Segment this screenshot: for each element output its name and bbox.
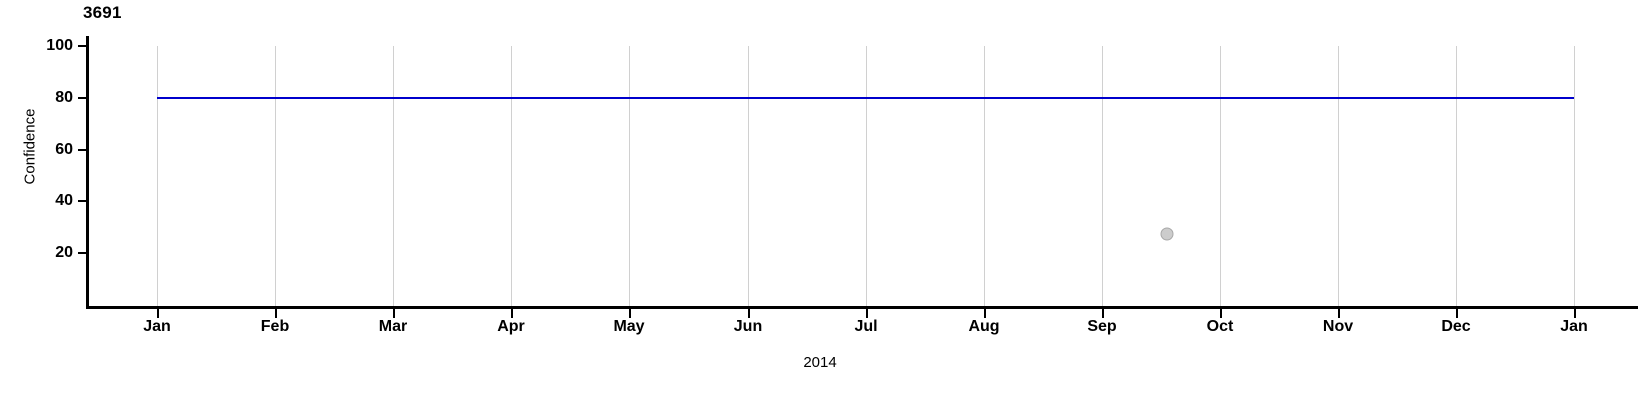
- x-tick-label-8: Sep: [1087, 318, 1117, 335]
- x-tick-label-5: Jun: [733, 318, 763, 335]
- gridline-10: [1338, 46, 1339, 306]
- x-tick-0: [157, 309, 159, 318]
- x-tick-label-4: May: [613, 318, 645, 335]
- y-tick-40: [78, 200, 87, 203]
- y-axis-line: [86, 36, 89, 308]
- gridline-12: [1574, 46, 1575, 306]
- gridline-9: [1220, 46, 1221, 306]
- x-tick-label-11: Dec: [1441, 318, 1471, 335]
- y-tick-80: [78, 96, 87, 99]
- series-line-threshold-line: [157, 96, 1575, 99]
- y-tick-label-20: 20: [55, 244, 73, 261]
- x-tick-label-9: Oct: [1206, 318, 1234, 335]
- y-tick-label-40: 40: [55, 192, 73, 210]
- y-tick-20: [78, 252, 87, 254]
- gridline-1: [275, 46, 276, 306]
- x-tick-10: [1338, 309, 1340, 318]
- x-tick-11: [1456, 309, 1458, 318]
- y-axis-title: Confidence: [21, 108, 39, 185]
- x-tick-6: [866, 309, 868, 318]
- y-tick-label-80: 80: [55, 88, 73, 106]
- x-tick-label-12: Jan: [1560, 318, 1588, 335]
- x-tick-label-6: Jul: [854, 318, 878, 335]
- x-tick-12: [1574, 309, 1576, 318]
- x-axis-title-text: 2014: [803, 354, 837, 371]
- gridline-2: [393, 46, 394, 306]
- y-tick-100: [78, 45, 87, 47]
- x-tick-8: [1102, 309, 1104, 318]
- gridline-8: [1102, 46, 1103, 306]
- x-tick-label-7: Aug: [968, 318, 1000, 335]
- x-tick-7: [984, 309, 986, 318]
- x-tick-2: [393, 309, 395, 318]
- chart-title: 3691: [83, 3, 122, 22]
- gridline-5: [748, 46, 749, 306]
- x-tick-label-3: Apr: [497, 318, 525, 335]
- x-tick-3: [511, 309, 513, 318]
- x-tick-5: [748, 309, 750, 318]
- x-tick-1: [275, 309, 277, 318]
- gridline-3: [511, 46, 512, 306]
- y-tick-label-100: 100: [46, 37, 73, 54]
- x-tick-label-0: Jan: [143, 318, 171, 335]
- x-tick-label-1: Feb: [260, 318, 290, 335]
- x-axis-line: [86, 306, 1638, 309]
- x-tick-label-2: Mar: [378, 318, 408, 335]
- gridline-11: [1456, 46, 1457, 306]
- x-tick-label-10: Nov: [1322, 318, 1354, 335]
- data-point-0[interactable]: [1160, 227, 1174, 241]
- x-axis-title: 2014: [0, 354, 1650, 371]
- gridline-0: [157, 46, 158, 306]
- gridline-7: [984, 46, 985, 306]
- x-tick-4: [629, 309, 631, 318]
- y-tick-60: [78, 148, 87, 151]
- gridline-6: [866, 46, 867, 306]
- gridline-4: [629, 46, 630, 306]
- x-tick-9: [1220, 309, 1222, 318]
- y-tick-label-60: 60: [55, 140, 73, 158]
